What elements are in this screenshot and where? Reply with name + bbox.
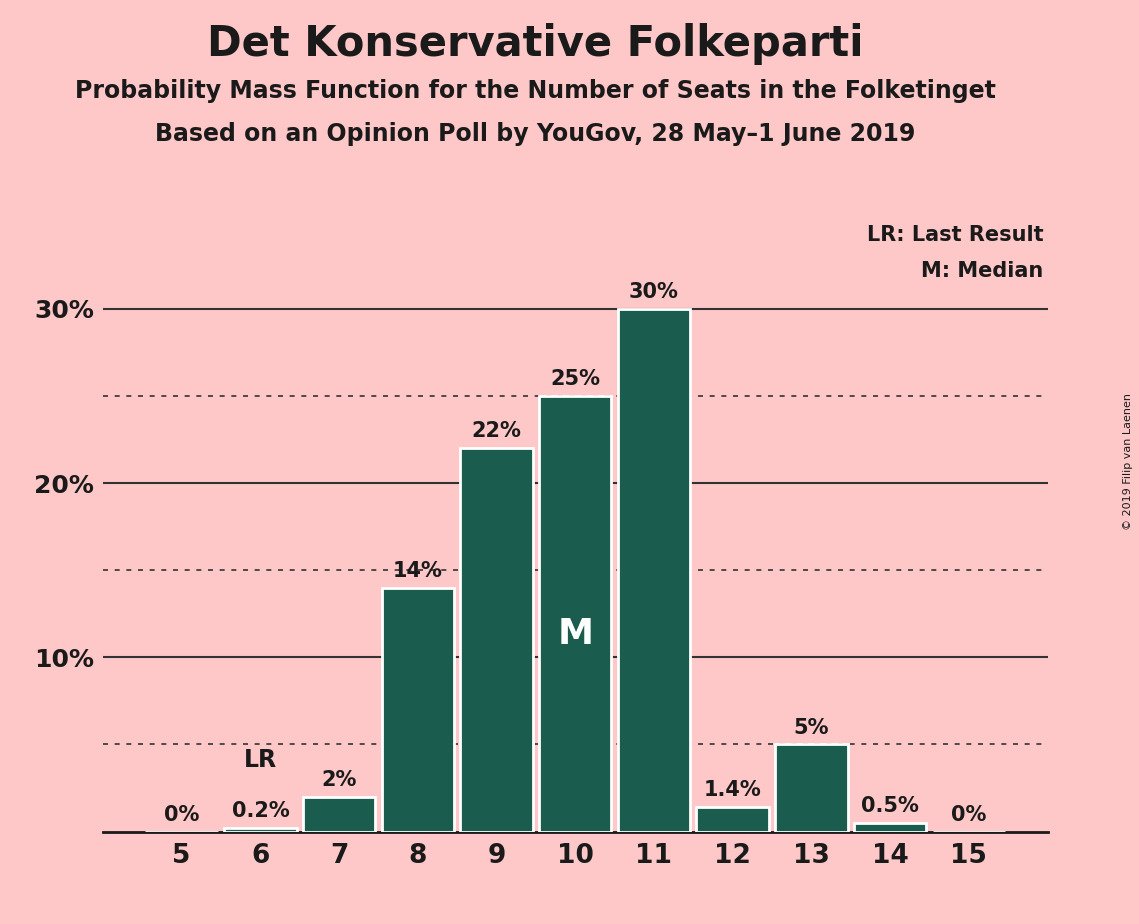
Bar xyxy=(696,808,769,832)
Bar xyxy=(382,588,454,832)
Text: 0%: 0% xyxy=(951,805,986,824)
Text: 2%: 2% xyxy=(321,770,357,790)
Bar xyxy=(776,745,847,832)
Text: 0.2%: 0.2% xyxy=(231,801,289,821)
Text: 25%: 25% xyxy=(550,369,600,389)
Text: M: M xyxy=(557,616,593,650)
Bar xyxy=(539,396,612,832)
Text: 0.5%: 0.5% xyxy=(861,796,919,816)
Bar xyxy=(303,796,375,832)
Text: M: Median: M: Median xyxy=(921,261,1043,282)
Text: Det Konservative Folkeparti: Det Konservative Folkeparti xyxy=(207,23,863,65)
Text: Based on an Opinion Poll by YouGov, 28 May–1 June 2019: Based on an Opinion Poll by YouGov, 28 M… xyxy=(155,122,916,146)
Bar xyxy=(460,448,533,832)
Text: 22%: 22% xyxy=(472,421,522,442)
Text: 30%: 30% xyxy=(629,282,679,302)
Text: © 2019 Filip van Laenen: © 2019 Filip van Laenen xyxy=(1123,394,1133,530)
Text: LR: Last Result: LR: Last Result xyxy=(867,225,1043,245)
Text: 5%: 5% xyxy=(794,718,829,737)
Bar xyxy=(224,828,296,832)
Text: LR: LR xyxy=(244,748,277,772)
Text: 0%: 0% xyxy=(164,805,199,824)
Text: 14%: 14% xyxy=(393,561,443,580)
Text: 1.4%: 1.4% xyxy=(704,780,762,800)
Bar xyxy=(854,823,926,832)
Text: Probability Mass Function for the Number of Seats in the Folketinget: Probability Mass Function for the Number… xyxy=(75,79,995,103)
Bar xyxy=(617,309,690,832)
